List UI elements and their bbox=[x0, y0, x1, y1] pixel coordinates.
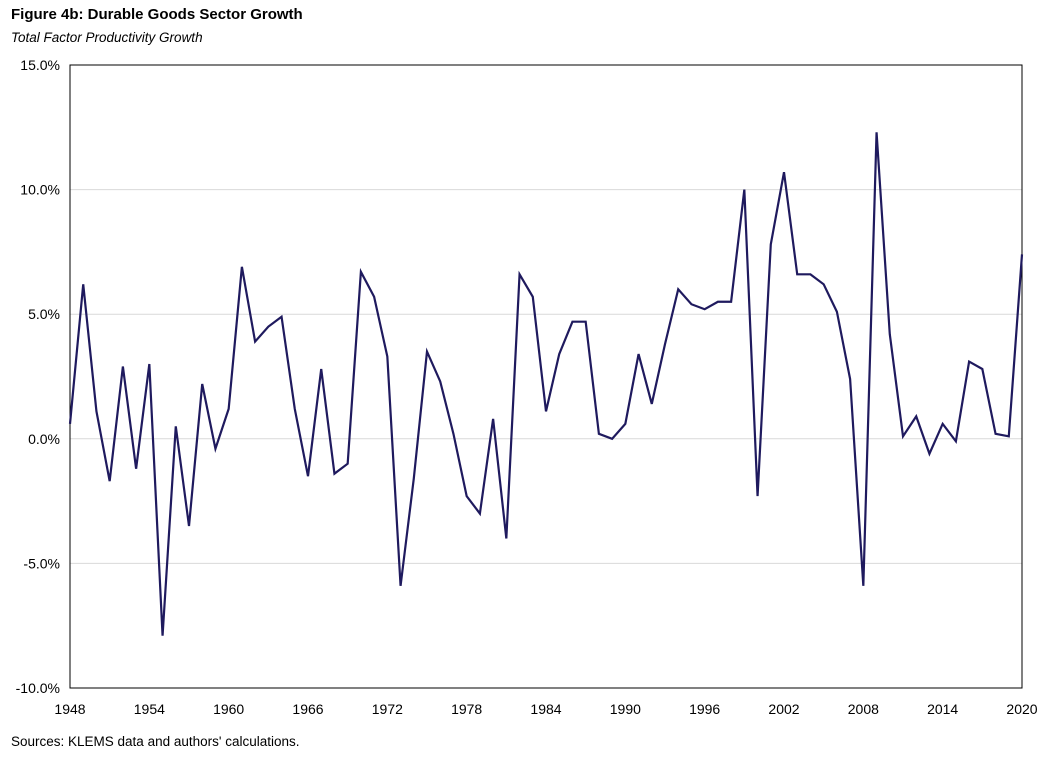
x-tick-label: 1996 bbox=[689, 701, 720, 717]
x-tick-label: 1972 bbox=[372, 701, 403, 717]
chart-subtitle: Total Factor Productivity Growth bbox=[11, 30, 203, 45]
x-tick-label: 2008 bbox=[848, 701, 879, 717]
y-tick-label: 0.0% bbox=[28, 431, 60, 447]
y-tick-label: 5.0% bbox=[28, 306, 60, 322]
y-tick-label: 10.0% bbox=[20, 182, 60, 198]
x-tick-label: 1990 bbox=[610, 701, 641, 717]
series-line bbox=[68, 132, 1024, 636]
x-tick-label: 1960 bbox=[213, 701, 244, 717]
x-tick-label: 2014 bbox=[927, 701, 958, 717]
x-tick-label: 1954 bbox=[134, 701, 165, 717]
chart-title: Figure 4b: Durable Goods Sector Growth bbox=[11, 6, 303, 23]
y-tick-label: -10.0% bbox=[16, 680, 60, 696]
chart-source: Sources: KLEMS data and authors' calcula… bbox=[11, 734, 300, 749]
x-tick-label: 1984 bbox=[530, 701, 561, 717]
y-tick-label: -5.0% bbox=[23, 555, 60, 571]
x-tick-label: 2002 bbox=[768, 701, 799, 717]
x-tick-label: 1966 bbox=[292, 701, 323, 717]
x-tick-label: 2020 bbox=[1006, 701, 1037, 717]
y-tick-label: 15.0% bbox=[20, 57, 60, 73]
x-tick-label: 1948 bbox=[54, 701, 85, 717]
x-tick-label: 1978 bbox=[451, 701, 482, 717]
plot-frame bbox=[69, 64, 1023, 689]
